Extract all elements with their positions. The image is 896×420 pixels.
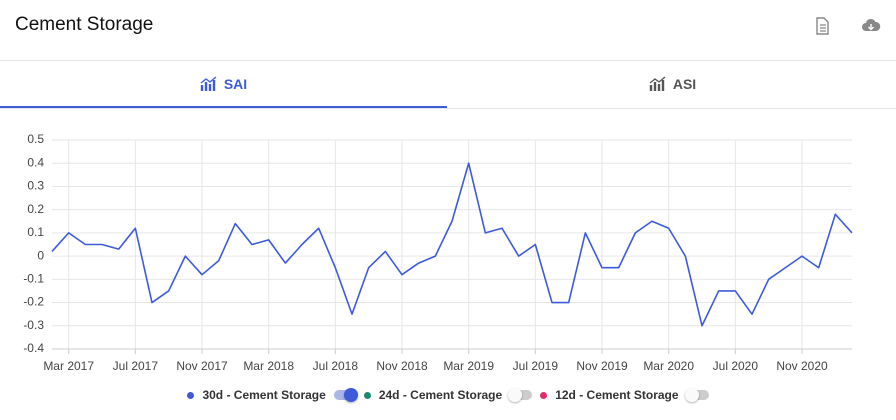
y-tick-label: 0.4: [27, 155, 44, 169]
y-tick-label: 0: [37, 248, 44, 262]
toggle-knob: [343, 388, 358, 402]
download-icon[interactable]: [861, 16, 881, 36]
x-tick-label: Mar 2017: [43, 359, 94, 373]
legend-dot: [540, 391, 548, 399]
x-tick-label: Jul 2019: [513, 359, 559, 373]
legend-label: 24d - Cement Storage: [378, 388, 503, 402]
legend-dot: [187, 391, 195, 399]
legend-item[interactable]: 30d - Cement Storage: [187, 388, 358, 402]
tab-label: SAI: [223, 75, 248, 92]
tab[interactable]: ASI: [449, 61, 896, 107]
x-tick-label: Jul 2020: [713, 359, 759, 373]
toggle-knob: [508, 388, 523, 402]
tab[interactable]: SAI: [0, 61, 447, 108]
legend: 30d - Cement Storage 24d - Cement Storage…: [0, 384, 896, 406]
tab-label: ASI: [672, 76, 697, 92]
tab-bar: SAI ASI: [0, 61, 896, 109]
x-tick-label: Nov 2017: [176, 359, 228, 373]
y-tick-label: -0.1: [23, 272, 44, 286]
legend-toggle[interactable]: [684, 388, 709, 402]
y-tick-label: -0.3: [23, 318, 44, 332]
page-title: Cement Storage: [15, 14, 154, 35]
legend-toggle[interactable]: [508, 388, 533, 402]
legend-label: 12d - Cement Storage: [555, 388, 679, 402]
x-tick-label: Mar 2020: [643, 359, 694, 373]
data-line: [51, 162, 853, 327]
legend-item[interactable]: 12d - Cement Storage: [540, 388, 709, 402]
tab-icon: [649, 76, 666, 91]
tab-icon: [200, 76, 217, 91]
x-tick-label: Jul 2017: [113, 359, 159, 373]
legend-item[interactable]: 24d - Cement Storage: [363, 388, 533, 402]
legend-label: 30d - Cement Storage: [202, 388, 326, 402]
y-tick-label: 0.1: [27, 225, 44, 239]
y-tick-label: -0.4: [23, 341, 44, 355]
chart: -0.4 -0.3 -0.2 -0.1 0 0.1 0.2 0.3 0.4 0.5 Mar 2017…: [23, 132, 853, 373]
x-tick-label: Nov 2018: [376, 359, 428, 373]
y-tick-label: 0.5: [27, 132, 44, 146]
x-tick-label: Nov 2020: [776, 359, 828, 373]
x-tick-label: Mar 2018: [243, 359, 294, 373]
report-icon[interactable]: [812, 16, 832, 36]
legend-dot: [363, 391, 371, 399]
header: Cement Storage: [0, 0, 896, 61]
x-tick-label: Nov 2019: [576, 359, 628, 373]
x-tick-label: Jul 2018: [313, 359, 359, 373]
y-tick-label: 0.2: [27, 202, 44, 216]
legend-toggle[interactable]: [333, 388, 358, 402]
x-tick-label: Mar 2019: [443, 359, 494, 373]
toggle-knob: [684, 388, 699, 402]
y-tick-label: -0.2: [23, 295, 44, 309]
y-tick-label: 0.3: [27, 179, 44, 193]
